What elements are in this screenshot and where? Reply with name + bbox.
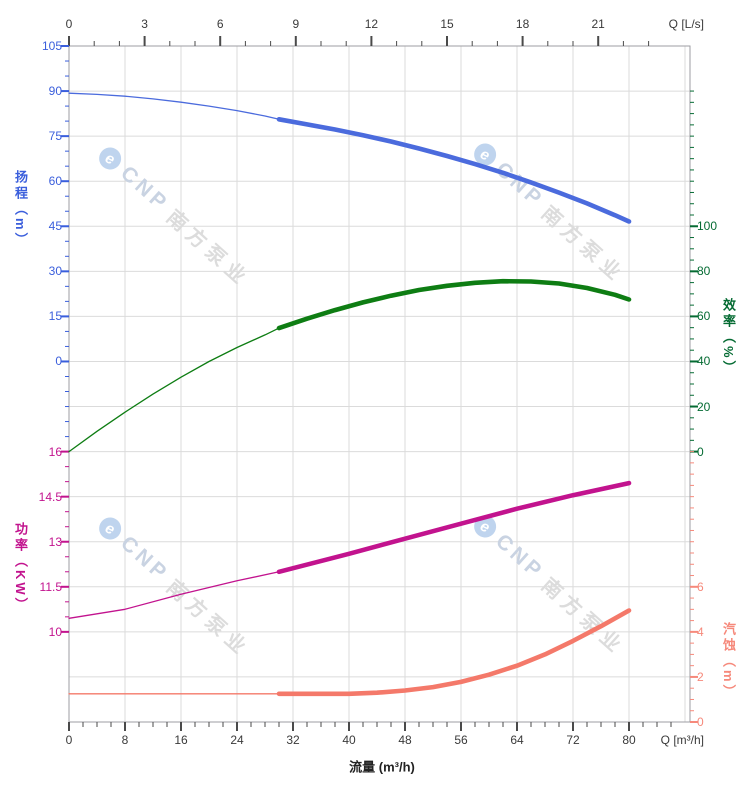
head-axis-tick-label: 0	[55, 354, 62, 368]
efficiency-axis-tick-label: 20	[697, 400, 710, 414]
efficiency-axis-tick-label: 100	[697, 219, 717, 233]
head-axis-tick-label: 15	[49, 309, 62, 323]
top-axis-tick-label: 3	[141, 17, 148, 31]
efficiency-axis-tick-label: 40	[697, 354, 710, 368]
bottom-axis-tick-label: 48	[398, 733, 411, 747]
efficiency-axis-tick-label: 60	[697, 309, 710, 323]
head-axis-tick-label: 90	[49, 84, 62, 98]
bottom-axis-tick-label: 40	[342, 733, 355, 747]
power-axis-title: 功率（KW）	[11, 522, 30, 614]
top-axis-unit-label: Q [L/s]	[669, 17, 704, 31]
head-axis-tick-label: 60	[49, 174, 62, 188]
top-axis-tick-label: 15	[440, 17, 453, 31]
bottom-axis-tick-label: 16	[174, 733, 187, 747]
head-axis-tick-label: 75	[49, 129, 62, 143]
top-axis-tick-label: 9	[292, 17, 299, 31]
bottom-axis-tick-label: 56	[454, 733, 467, 747]
top-axis-tick-label: 18	[516, 17, 529, 31]
npsh-axis-tick-label: 4	[697, 625, 704, 639]
bottom-axis-tick-label: 24	[230, 733, 243, 747]
head-axis-tick-label: 105	[42, 39, 62, 53]
npsh-axis-tick-label: 2	[697, 670, 704, 684]
head-axis-tick-label: 45	[49, 219, 62, 233]
power-axis-tick-label: 14.5	[39, 490, 62, 504]
top-axis-tick-label: 0	[66, 17, 73, 31]
efficiency-axis-title: 效率（%）	[719, 298, 738, 377]
power-axis-tick-label: 10	[49, 625, 62, 639]
npsh-axis-tick-label: 6	[697, 580, 704, 594]
efficiency-axis-tick-label: 80	[697, 264, 710, 278]
head-axis-title: 扬程（m）	[11, 170, 30, 249]
bottom-axis-unit-label: Q [m³/h]	[661, 733, 704, 747]
power-axis-tick-label: 11.5	[40, 580, 62, 594]
bottom-axis-tick-label: 72	[566, 733, 579, 747]
npsh-axis-title: 汽蚀（m）	[719, 622, 738, 701]
power-axis-tick-label: 13	[49, 535, 62, 549]
bottom-axis-tick-label: 8	[122, 733, 129, 747]
bottom-axis-tick-label: 64	[510, 733, 523, 747]
power-axis-tick-label: 16	[49, 445, 62, 459]
bottom-axis-tick-label: 0	[66, 733, 73, 747]
npsh-axis-tick-label: 0	[697, 715, 704, 729]
pump-performance-chart: e CNP 南方泵业 e CNP 南方泵业 e CNP 南方泵业 e CNP 南…	[0, 0, 752, 797]
tick-labels-layer: 0369121518210816243240485664728010590756…	[0, 0, 752, 797]
bottom-axis-tick-label: 32	[286, 733, 299, 747]
top-axis-tick-label: 6	[217, 17, 224, 31]
top-axis-tick-label: 12	[365, 17, 378, 31]
top-axis-tick-label: 21	[592, 17, 605, 31]
head-axis-tick-label: 30	[49, 264, 62, 278]
bottom-axis-tick-label: 80	[622, 733, 635, 747]
flow-axis-title: 流量 (m³/h)	[349, 757, 415, 776]
efficiency-axis-tick-label: 0	[697, 445, 704, 459]
